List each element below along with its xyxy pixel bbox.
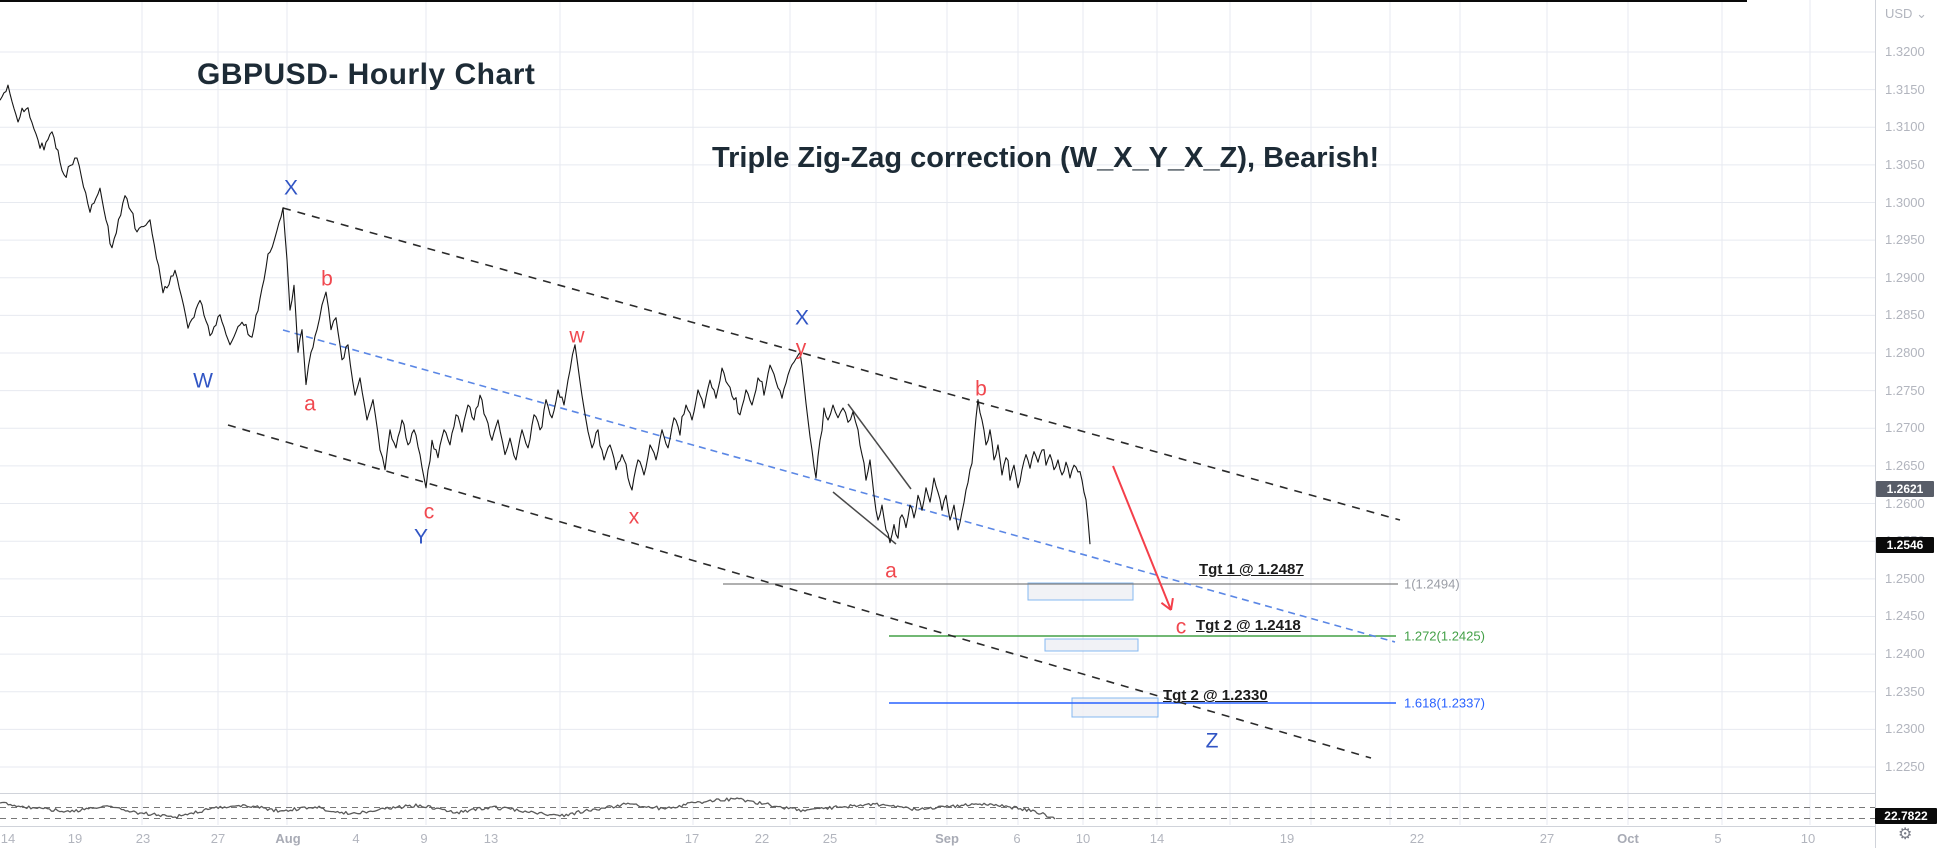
price-tick-label: 1.3000 — [1885, 194, 1925, 210]
time-tick-label: 27 — [1539, 831, 1555, 846]
time-tick-label: 10 — [1075, 831, 1091, 846]
time-tick-label: 14 — [0, 831, 16, 846]
wave-label-a[interactable]: a — [304, 392, 316, 416]
wave-label-X[interactable]: X — [283, 176, 299, 200]
wave-label-c[interactable]: c — [423, 500, 435, 524]
target-label-1[interactable]: Tgt 1 @ 1.2487 — [1199, 561, 1304, 578]
indicator-value-badge: 22.7822 — [1875, 808, 1937, 824]
time-tick-label: 5 — [1714, 831, 1722, 846]
price-tick-label: 1.2800 — [1885, 345, 1925, 361]
price-tick-label: 1.2900 — [1885, 269, 1925, 285]
time-axis[interactable]: 14 19 23 27 Aug 4 9 13 17 22 25 Sep 6 10 14 19 22 27 Oct 5 1… — [0, 826, 1875, 848]
price-tick-label: 1.2300 — [1885, 721, 1925, 737]
price-tick-label: 1.2850 — [1885, 307, 1925, 323]
last-price-badge: 1.2546 — [1876, 537, 1934, 553]
time-tick-label: 19 — [67, 831, 83, 846]
wave-label-a[interactable]: a — [885, 559, 897, 583]
time-tick-label: 19 — [1279, 831, 1295, 846]
wave-label-Z[interactable]: Z — [1205, 729, 1219, 753]
currency-selector[interactable]: USD ⌄ — [1885, 6, 1927, 22]
time-tick-label: 4 — [352, 831, 360, 846]
time-tick-label: 10 — [1800, 831, 1816, 846]
price-tick-label: 1.2700 — [1885, 420, 1925, 436]
price-tick-label: 1.3200 — [1885, 44, 1925, 59]
fib-label-3[interactable]: 1.618(1.2337) — [1404, 695, 1485, 711]
time-tick-label: Aug — [275, 831, 301, 846]
price-tick-label: 1.2650 — [1885, 457, 1925, 473]
wave-label-x[interactable]: x — [628, 505, 640, 529]
wave-label-b[interactable]: b — [975, 377, 987, 401]
wave-label-X[interactable]: X — [794, 306, 810, 330]
chart-title: GBPUSD- Hourly Chart — [197, 58, 536, 91]
price-tick-label: 1.3050 — [1885, 156, 1925, 172]
price-tick-label: 1.3100 — [1885, 119, 1925, 135]
wave-label-w[interactable]: w — [569, 324, 585, 348]
target-label-2[interactable]: Tgt 2 @ 1.2418 — [1196, 617, 1301, 634]
time-tick-label: 27 — [210, 831, 226, 846]
price-tick-label: 1.2500 — [1885, 570, 1925, 586]
price-tick-label: 1.2750 — [1885, 382, 1925, 398]
price-tick-label: 1.2600 — [1885, 495, 1925, 511]
wave-label-c[interactable]: c — [1175, 615, 1187, 639]
price-tick-label: 1.2250 — [1885, 758, 1925, 774]
time-tick-label: 9 — [420, 831, 428, 846]
wave-label-y[interactable]: y — [795, 336, 807, 360]
gear-icon[interactable]: ⚙ — [1898, 826, 1913, 843]
time-tick-label: 6 — [1013, 831, 1021, 846]
time-tick-label: 22 — [754, 831, 770, 846]
time-tick-label: 23 — [135, 831, 151, 846]
time-tick-label: 22 — [1409, 831, 1425, 846]
price-axis[interactable]: USD ⌄ ⚙ 1.3200 1.3150 1.3100 1.3050 1.3000 1.… — [1875, 0, 1937, 848]
time-tick-label: 25 — [822, 831, 838, 846]
price-tick-label: 1.2350 — [1885, 683, 1925, 699]
price-tick-label: 1.2400 — [1885, 646, 1925, 662]
wave-label-W[interactable]: W — [193, 369, 213, 393]
time-tick-label: Oct — [1617, 831, 1639, 846]
currency-label: USD — [1885, 6, 1913, 21]
fib-label-1[interactable]: 1(1.2494) — [1404, 576, 1460, 592]
time-tick-label: 14 — [1149, 831, 1165, 846]
secondary-price-badge: 1.2621 — [1876, 481, 1934, 497]
time-tick-label: 17 — [684, 831, 700, 846]
wave-label-Y[interactable]: Y — [413, 525, 429, 549]
wave-label-b[interactable]: b — [321, 267, 333, 291]
target-label-3[interactable]: Tgt 2 @ 1.2330 — [1163, 687, 1268, 704]
price-tick-label: 1.3150 — [1885, 81, 1925, 97]
window-top-edge — [0, 0, 1747, 2]
chevron-down-icon: ⌄ — [1916, 6, 1927, 21]
time-tick-label: Sep — [935, 831, 959, 846]
fib-label-2[interactable]: 1.272(1.2425) — [1404, 628, 1485, 644]
time-tick-label: 13 — [483, 831, 499, 846]
annotation-text[interactable]: Triple Zig-Zag correction (W_X_Y_X_Z), B… — [712, 142, 1380, 174]
price-tick-label: 1.2950 — [1885, 232, 1925, 248]
price-tick-label: 1.2450 — [1885, 608, 1925, 624]
